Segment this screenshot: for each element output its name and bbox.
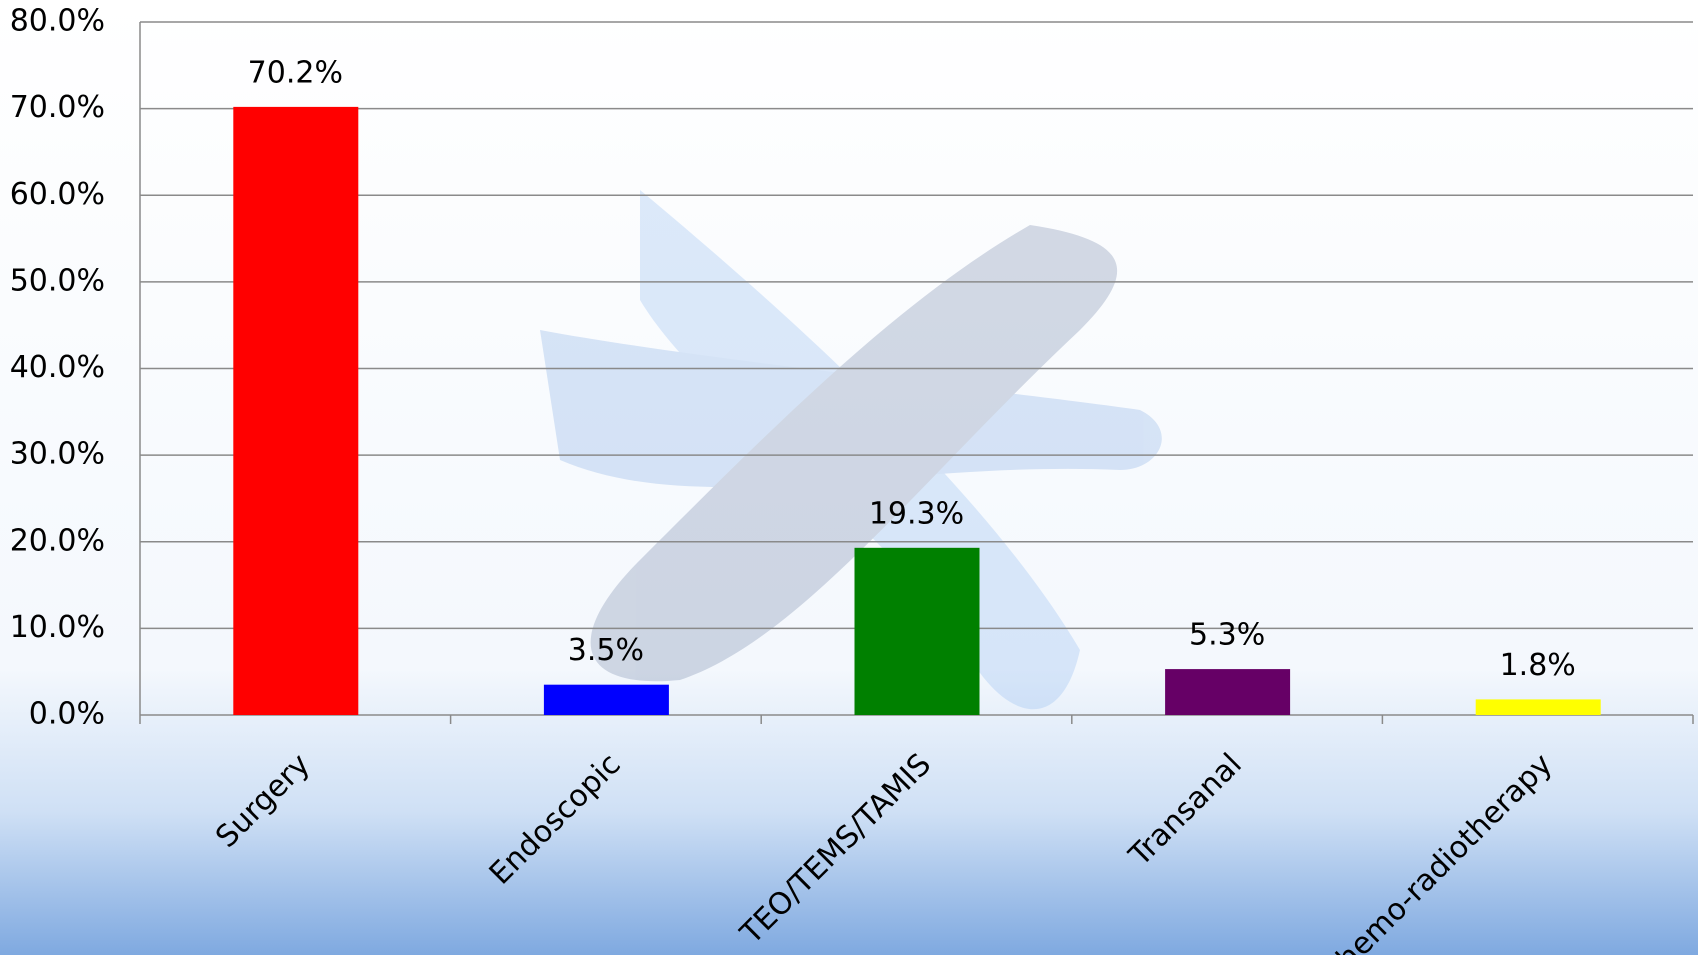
y-tick-label: 60.0% <box>10 177 105 212</box>
data-label: 19.3% <box>869 496 964 531</box>
bar <box>1475 699 1601 715</box>
y-tick-label: 0.0% <box>29 697 105 732</box>
data-label: 1.8% <box>1500 648 1576 683</box>
y-tick-label: 10.0% <box>10 610 105 645</box>
y-tick-label: 40.0% <box>10 350 105 385</box>
y-tick-label: 30.0% <box>10 437 105 472</box>
data-label: 5.3% <box>1189 618 1265 653</box>
bar <box>233 106 359 715</box>
data-label: 3.5% <box>568 633 644 668</box>
y-tick-label: 70.0% <box>10 90 105 125</box>
y-tick-label: 20.0% <box>10 523 105 558</box>
bar <box>1165 669 1291 715</box>
y-tick-label: 80.0% <box>10 4 105 39</box>
data-label: 70.2% <box>248 55 343 90</box>
bar <box>854 547 980 715</box>
y-tick-label: 50.0% <box>10 263 105 298</box>
bar <box>543 684 669 715</box>
